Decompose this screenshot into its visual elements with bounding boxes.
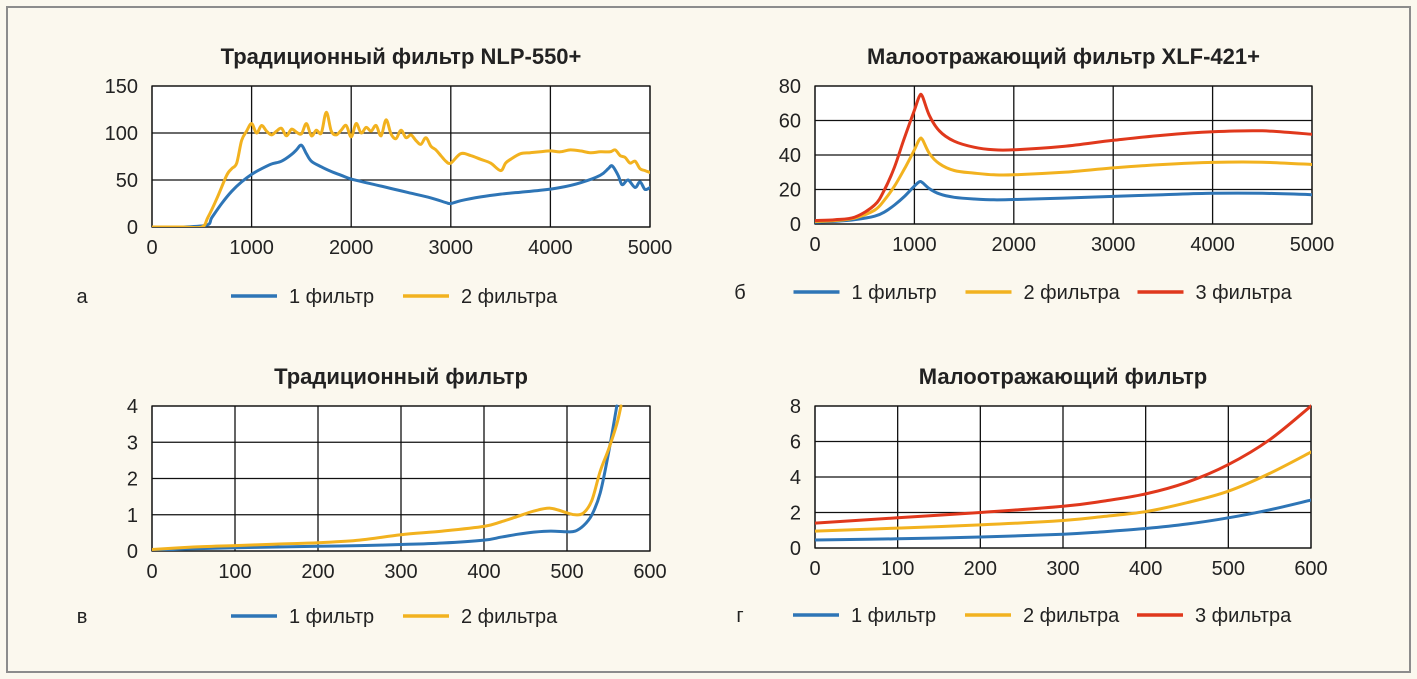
chart-title: Малоотражающий фильтр XLF-421+ — [867, 44, 1260, 69]
x-tick-label: 3000 — [429, 237, 474, 259]
series-line — [152, 143, 650, 227]
chart-title: Традиционный фильтр NLP-550+ — [221, 44, 582, 69]
panel-letter: г — [736, 605, 743, 627]
x-tick-label: 3000 — [1091, 234, 1136, 256]
y-tick-label: 150 — [105, 76, 138, 98]
chart-panel-2: Традиционный фильтр 0 100 200 300 400 500 600 0 1… — [77, 364, 667, 628]
legend-label: 2 фильтра — [461, 606, 558, 628]
x-tick-label: 200 — [964, 558, 997, 580]
y-tick-label: 2 — [127, 469, 138, 491]
x-tick-label: 500 — [1212, 558, 1245, 580]
y-tick-label: 4 — [127, 396, 138, 418]
legend-label: 1 фильтр — [852, 282, 937, 304]
y-tick-label: 6 — [790, 432, 801, 454]
x-tick-label: 5000 — [1290, 234, 1335, 256]
panel-letter: а — [76, 286, 88, 308]
series-line — [815, 92, 1312, 223]
y-tick-label: 60 — [779, 111, 801, 133]
x-tick-label: 0 — [146, 561, 157, 583]
legend-label: 1 фильтр — [289, 286, 374, 308]
y-tick-label: 20 — [779, 180, 801, 202]
x-tick-label: 300 — [384, 561, 417, 583]
x-tick-label: 0 — [809, 558, 820, 580]
x-tick-label: 2000 — [992, 234, 1037, 256]
x-tick-label: 500 — [550, 561, 583, 583]
legend-label: 3 фильтра — [1195, 605, 1292, 627]
x-tick-label: 100 — [218, 561, 251, 583]
x-tick-label: 100 — [881, 558, 914, 580]
y-tick-label: 0 — [127, 541, 138, 563]
x-tick-label: 200 — [301, 561, 334, 583]
legend-label: 1 фильтр — [289, 606, 374, 628]
panel-letter: в — [77, 606, 88, 628]
x-tick-label: 400 — [1129, 558, 1162, 580]
series-line — [815, 450, 1311, 533]
chart-panel-0: Традиционный фильтр NLP-550+0 1000 2000 300… — [76, 44, 672, 308]
x-tick-label: 4000 — [528, 237, 573, 259]
x-tick-label: 1000 — [229, 237, 274, 259]
x-tick-label: 400 — [467, 561, 500, 583]
y-tick-label: 100 — [105, 123, 138, 145]
y-tick-label: 8 — [790, 396, 801, 418]
series-line — [815, 404, 1311, 525]
series-line — [152, 110, 650, 227]
y-tick-label: 80 — [779, 76, 801, 98]
x-tick-label: 0 — [146, 237, 157, 259]
chart-panel-1: Малоотражающий фильтр XLF-421+ 0 1000 2000 3… — [734, 44, 1334, 304]
series-line — [815, 136, 1312, 223]
series-line — [815, 498, 1311, 542]
legend-label: 1 фильтр — [851, 605, 936, 627]
x-tick-label: 300 — [1046, 558, 1079, 580]
x-tick-label: 0 — [809, 234, 820, 256]
y-tick-label: 3 — [127, 432, 138, 454]
legend-label: 3 фильтра — [1196, 282, 1293, 304]
y-tick-label: 2 — [790, 503, 801, 525]
x-tick-label: 4000 — [1190, 234, 1235, 256]
y-tick-label: 50 — [116, 170, 138, 192]
chart-title: Малоотражающий фильтр — [919, 364, 1207, 389]
x-tick-label: 600 — [633, 561, 666, 583]
y-tick-label: 0 — [790, 214, 801, 236]
chart-panel-3: Малоотражающий фильтр 0 100 200 300 400 500 600… — [736, 364, 1327, 627]
legend-label: 2 фильтра — [1023, 605, 1120, 627]
series-line — [152, 404, 619, 551]
x-tick-label: 5000 — [628, 237, 673, 259]
y-tick-label: 0 — [790, 538, 801, 560]
chart-title: Традиционный фильтр — [274, 364, 528, 389]
y-tick-label: 40 — [779, 145, 801, 167]
y-tick-label: 4 — [790, 467, 801, 489]
panel-letter: б — [734, 282, 745, 304]
legend-label: 2 фильтра — [1024, 282, 1121, 304]
series-line — [815, 179, 1312, 224]
plot-area — [151, 85, 651, 228]
x-tick-label: 600 — [1294, 558, 1327, 580]
legend-label: 2 фильтра — [461, 286, 558, 308]
x-tick-label: 1000 — [892, 234, 937, 256]
x-tick-label: 2000 — [329, 237, 374, 259]
y-tick-label: 1 — [127, 505, 138, 527]
y-tick-label: 0 — [127, 217, 138, 239]
series-line — [152, 404, 623, 551]
